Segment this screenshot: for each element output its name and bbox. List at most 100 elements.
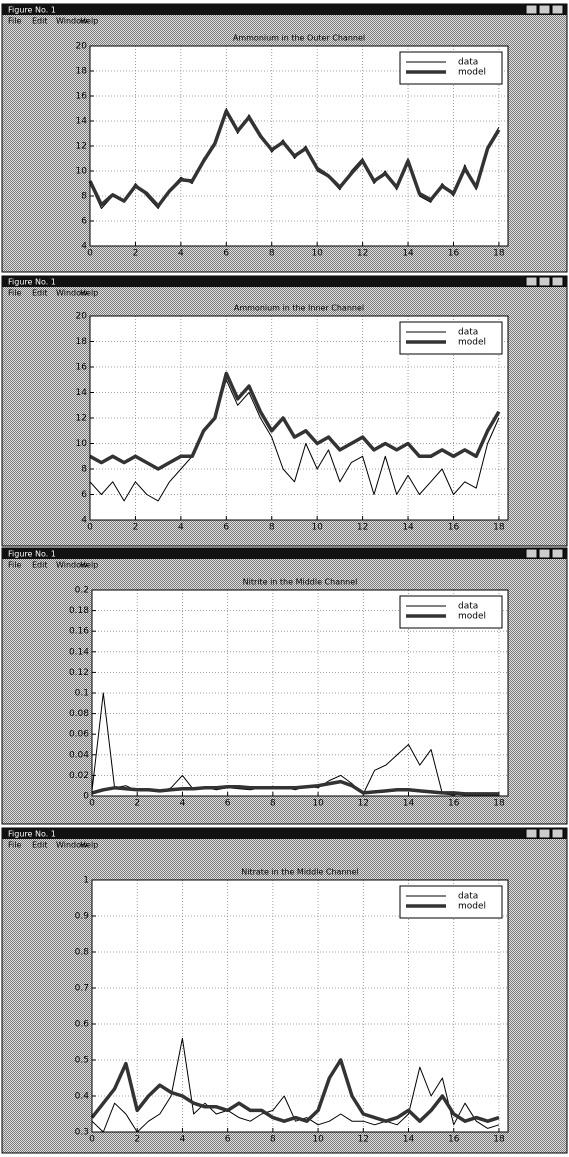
x-tick-label: 10 bbox=[311, 523, 323, 533]
title-bar bbox=[2, 276, 567, 287]
plot-area bbox=[92, 880, 508, 1132]
plot-frame bbox=[91, 879, 509, 1133]
legend-label: model bbox=[458, 338, 486, 348]
x-tick-label: 2 bbox=[133, 523, 139, 533]
menu-item[interactable]: Window bbox=[56, 17, 88, 26]
y-tick-label: 0.02 bbox=[69, 771, 89, 781]
menu-item[interactable]: Help bbox=[80, 17, 98, 26]
x-tick-label: 2 bbox=[134, 1135, 140, 1145]
legend-label: data bbox=[458, 328, 478, 338]
window-title: Figure No. 1 bbox=[8, 6, 56, 15]
chart-title: Ammonium in the Outer Channel bbox=[233, 34, 365, 43]
y-tick-label: 4 bbox=[81, 242, 87, 252]
x-tick-label: 0 bbox=[87, 249, 93, 259]
window-title: Figure No. 1 bbox=[8, 550, 56, 559]
x-tick-label: 10 bbox=[312, 799, 324, 809]
legend-label: model bbox=[458, 68, 486, 78]
menu-item[interactable]: Help bbox=[80, 561, 98, 570]
menu-item[interactable]: File bbox=[8, 289, 21, 298]
menu-item[interactable]: Edit bbox=[32, 841, 48, 850]
window-button[interactable] bbox=[525, 276, 538, 287]
y-tick-label: 6 bbox=[81, 490, 87, 500]
y-tick-label: 4 bbox=[81, 516, 87, 526]
x-tick-label: 2 bbox=[133, 249, 139, 259]
x-tick-label: 14 bbox=[403, 799, 415, 809]
window-button[interactable] bbox=[538, 828, 551, 839]
y-tick-label: 0.06 bbox=[69, 730, 89, 740]
plot-frame bbox=[89, 45, 509, 247]
y-tick-label: 10 bbox=[76, 439, 88, 449]
series-line bbox=[89, 379, 500, 502]
window-button[interactable] bbox=[525, 828, 538, 839]
x-tick-label: 6 bbox=[223, 249, 229, 259]
legend bbox=[399, 885, 503, 919]
x-tick-label: 16 bbox=[448, 523, 460, 533]
window-button[interactable] bbox=[538, 276, 551, 287]
y-tick-label: 12 bbox=[76, 414, 87, 424]
menu-item[interactable]: Edit bbox=[32, 17, 48, 26]
window-button[interactable] bbox=[551, 548, 564, 559]
x-tick-label: 8 bbox=[270, 1135, 276, 1145]
x-tick-label: 10 bbox=[311, 249, 323, 259]
y-tick-label: 14 bbox=[76, 388, 88, 398]
window-button[interactable] bbox=[538, 4, 551, 15]
x-tick-label: 18 bbox=[493, 523, 505, 533]
legend bbox=[399, 321, 503, 355]
y-tick-label: 20 bbox=[76, 312, 88, 322]
y-tick-label: 0.14 bbox=[69, 647, 89, 657]
window-button[interactable] bbox=[551, 4, 564, 15]
menu-item[interactable]: Edit bbox=[32, 561, 48, 570]
y-tick-label: 6 bbox=[81, 217, 87, 227]
series-line bbox=[89, 108, 500, 209]
menu-item[interactable]: File bbox=[8, 841, 21, 850]
x-tick-label: 18 bbox=[493, 799, 505, 809]
title-bar bbox=[2, 828, 567, 839]
menu-item[interactable]: File bbox=[8, 561, 21, 570]
chart-title: Nitrite in the Middle Channel bbox=[243, 578, 358, 587]
menu-item[interactable]: Edit bbox=[32, 289, 48, 298]
x-tick-label: 4 bbox=[180, 1135, 186, 1145]
menu-item[interactable]: Help bbox=[80, 841, 98, 850]
x-tick-label: 12 bbox=[358, 1135, 369, 1145]
window-title: Figure No. 1 bbox=[8, 278, 56, 287]
window-button[interactable] bbox=[525, 4, 538, 15]
y-tick-label: 12 bbox=[76, 142, 87, 152]
window-button[interactable] bbox=[551, 276, 564, 287]
x-tick-label: 16 bbox=[448, 249, 460, 259]
x-tick-label: 4 bbox=[180, 799, 186, 809]
y-tick-label: 8 bbox=[81, 465, 87, 475]
x-tick-label: 14 bbox=[403, 1135, 415, 1145]
legend-label: model bbox=[458, 902, 486, 912]
y-tick-label: 0.8 bbox=[75, 948, 90, 958]
y-tick-label: 1 bbox=[83, 876, 89, 886]
menu-item[interactable]: File bbox=[8, 17, 21, 26]
legend bbox=[399, 595, 503, 629]
y-tick-label: 0.2 bbox=[75, 586, 89, 596]
window-button[interactable] bbox=[525, 548, 538, 559]
legend-label: data bbox=[458, 602, 478, 612]
x-tick-label: 16 bbox=[448, 1135, 460, 1145]
y-tick-label: 0.5 bbox=[75, 1056, 89, 1066]
y-tick-label: 0.1 bbox=[75, 689, 89, 699]
title-bar bbox=[2, 548, 567, 559]
menu-item[interactable]: Window bbox=[56, 289, 88, 298]
legend bbox=[399, 51, 503, 85]
x-tick-label: 18 bbox=[493, 1135, 505, 1145]
menu-item[interactable]: Window bbox=[56, 561, 88, 570]
x-tick-label: 16 bbox=[448, 799, 460, 809]
x-tick-label: 10 bbox=[312, 1135, 324, 1145]
menu-item[interactable]: Help bbox=[80, 289, 98, 298]
menu-item[interactable]: Window bbox=[56, 841, 88, 850]
legend-label: data bbox=[458, 892, 478, 902]
y-tick-label: 0.7 bbox=[75, 984, 89, 994]
window-button[interactable] bbox=[538, 548, 551, 559]
y-tick-label: 0 bbox=[83, 792, 89, 802]
y-tick-label: 18 bbox=[76, 337, 88, 347]
x-tick-label: 8 bbox=[270, 799, 276, 809]
chart-title: Nitrate in the Middle Channel bbox=[241, 868, 358, 877]
window-button[interactable] bbox=[551, 828, 564, 839]
y-tick-label: 0.04 bbox=[69, 750, 89, 760]
title-bar bbox=[2, 4, 567, 15]
